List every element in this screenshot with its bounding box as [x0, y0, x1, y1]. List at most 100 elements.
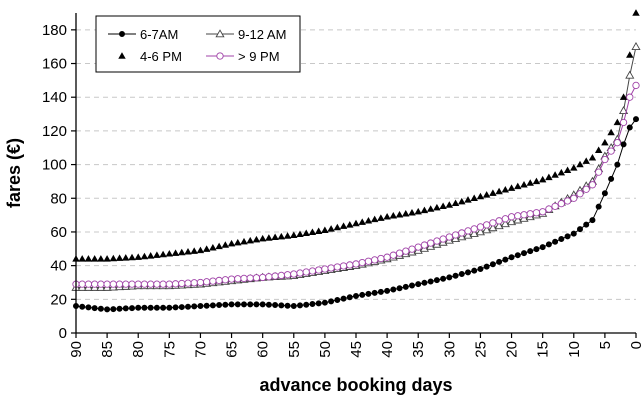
data-point — [502, 256, 509, 263]
data-point — [315, 266, 323, 274]
data-point — [97, 280, 105, 288]
data-point — [315, 300, 322, 307]
data-point — [482, 191, 491, 198]
data-point — [626, 124, 633, 131]
legend-label: 4-6 PM — [140, 49, 182, 64]
data-point — [626, 93, 634, 101]
data-point — [109, 280, 117, 288]
data-point — [395, 210, 404, 218]
data-point — [271, 272, 279, 280]
data-point — [507, 213, 516, 221]
data-point — [246, 274, 254, 282]
data-point — [489, 219, 497, 227]
data-point — [253, 301, 260, 308]
data-point — [521, 250, 528, 257]
data-point — [545, 173, 553, 181]
data-point — [426, 205, 435, 212]
data-point — [103, 255, 111, 262]
data-point — [532, 177, 541, 185]
data-point — [227, 239, 236, 247]
data-point — [439, 235, 447, 243]
data-point — [607, 128, 615, 136]
data-point — [240, 274, 248, 283]
data-point — [526, 179, 534, 186]
data-point — [526, 210, 534, 218]
legend-label: 6-7AM — [140, 27, 178, 42]
data-point — [557, 168, 566, 176]
data-point — [390, 286, 397, 293]
data-point — [489, 189, 497, 196]
data-point — [339, 222, 348, 229]
x-tick-label: 75 — [161, 341, 178, 358]
data-point — [234, 275, 242, 283]
data-point — [408, 208, 416, 216]
y-tick-label: 100 — [42, 157, 67, 174]
data-point — [78, 255, 86, 262]
data-point — [631, 41, 641, 50]
data-point — [296, 230, 304, 238]
data-point — [334, 296, 341, 303]
data-point — [103, 280, 111, 288]
data-point — [414, 207, 422, 215]
data-point — [433, 277, 440, 284]
data-point — [633, 116, 640, 123]
data-point — [333, 263, 341, 271]
data-point — [172, 304, 179, 311]
y-tick-label: 60 — [50, 224, 67, 241]
data-point — [358, 258, 366, 267]
data-point — [135, 304, 142, 311]
data-point — [570, 164, 578, 171]
data-point — [445, 233, 453, 241]
data-point — [321, 226, 329, 233]
data-point — [607, 147, 615, 155]
y-tick-label: 20 — [50, 291, 67, 308]
data-point — [153, 280, 161, 288]
data-point — [464, 227, 472, 235]
data-point — [265, 234, 273, 241]
data-point — [533, 246, 540, 253]
data-point — [128, 280, 136, 288]
data-point — [619, 93, 628, 100]
data-point — [277, 232, 286, 240]
data-point — [476, 192, 485, 200]
data-point — [209, 277, 217, 285]
data-point — [420, 206, 429, 214]
data-point — [91, 280, 99, 288]
data-point — [240, 301, 247, 308]
data-point — [178, 304, 185, 311]
data-point — [339, 262, 348, 270]
data-point — [545, 241, 552, 248]
data-point — [109, 254, 118, 262]
data-point — [445, 201, 454, 208]
data-point — [303, 301, 310, 308]
data-point — [128, 253, 136, 261]
data-point — [234, 238, 242, 246]
data-point — [308, 228, 317, 235]
data-point — [402, 209, 410, 217]
data-point — [595, 168, 603, 176]
data-point — [91, 305, 98, 312]
data-point — [439, 202, 447, 210]
data-point — [601, 155, 609, 164]
data-point — [209, 243, 217, 251]
series-layer — [71, 9, 641, 313]
data-point — [234, 301, 241, 308]
data-point — [595, 203, 602, 210]
y-tick-label: 0 — [59, 325, 67, 342]
data-point — [389, 251, 397, 259]
data-point — [259, 301, 266, 308]
data-point — [564, 233, 571, 240]
data-point — [190, 247, 198, 254]
data-point — [309, 301, 316, 308]
data-point — [147, 304, 154, 311]
data-point — [84, 255, 93, 262]
x-tick-label: 50 — [317, 341, 334, 358]
data-point — [203, 278, 211, 286]
data-point — [563, 166, 572, 174]
data-point — [140, 252, 149, 260]
data-point — [501, 215, 509, 223]
data-point — [476, 223, 485, 231]
data-point — [191, 303, 198, 310]
data-point — [296, 269, 304, 277]
data-point — [159, 280, 167, 288]
